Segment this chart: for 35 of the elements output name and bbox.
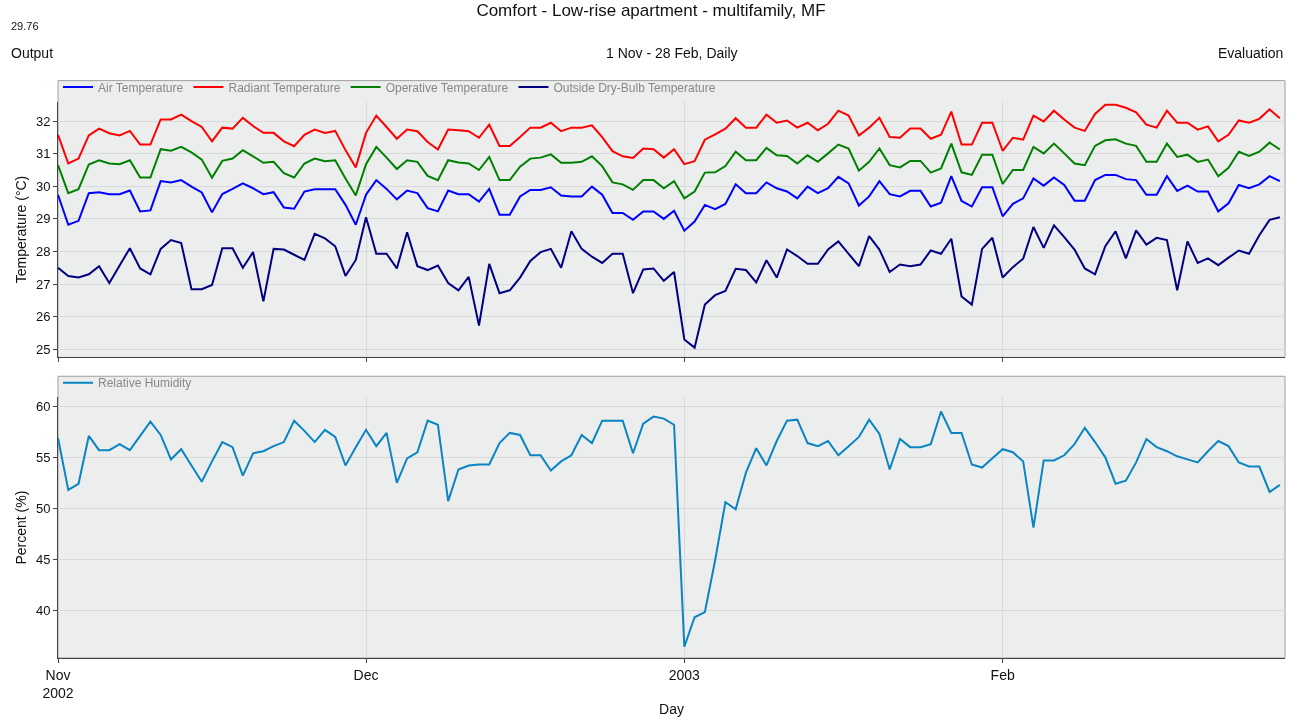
y-tick-label: 32 [35, 113, 51, 129]
x-tick-label: 2003 [668, 666, 701, 683]
y-axis-title: Temperature (°C) [12, 175, 29, 284]
x-tick-label: Dec [353, 666, 379, 683]
y-tick-label: 50 [35, 500, 51, 516]
y-axis-title: Percent (%) [12, 490, 29, 565]
text: Evaluation [1218, 45, 1284, 61]
y-tick-label: 28 [35, 244, 51, 260]
legend-label: Outside Dry-Bulb Temperature [553, 80, 716, 95]
y-tick-label: 25 [35, 341, 51, 357]
y-tick-label: 45 [35, 551, 51, 567]
line-series [58, 138, 1281, 200]
legend-label: Operative Temperature [385, 80, 509, 95]
line-series [58, 216, 1281, 349]
y-tick-label: 60 [35, 398, 51, 414]
line-series [58, 173, 1281, 232]
x-tick-label: Feb [990, 666, 1015, 683]
legend-label: Radiant Temperature [228, 80, 341, 95]
y-tick-label: 55 [35, 449, 51, 465]
chart-title: Comfort - Low-rise apartment - multifamily, MF [476, 0, 826, 20]
line-series [58, 410, 1281, 648]
y-tick-label: 27 [35, 276, 51, 292]
line-series [58, 103, 1281, 169]
x-tick-label: Nov 2002 [42, 666, 74, 701]
legend-label: Relative Humidity [98, 376, 192, 391]
text: 29.76 [11, 20, 39, 32]
y-tick-label: 40 [35, 602, 51, 618]
legend-label: Air Temperature [98, 80, 184, 95]
x-axis-title: Day [659, 701, 684, 718]
y-tick-label: 26 [35, 309, 51, 325]
y-tick-label: 30 [35, 178, 51, 194]
y-tick-label: 29 [35, 211, 51, 227]
text: Output [11, 45, 54, 61]
y-tick-label: 31 [35, 146, 51, 162]
chart-subtitle: 1 Nov - 28 Feb, Daily [606, 45, 738, 61]
